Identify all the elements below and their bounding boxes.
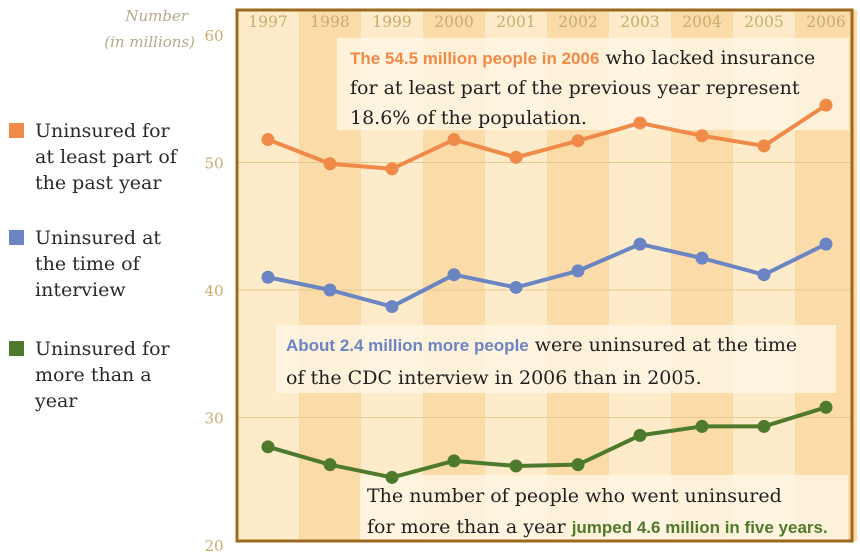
data-point (633, 237, 647, 251)
annotation-text: 18.6% of the population. (350, 107, 587, 129)
legend-label: at least part of (35, 146, 179, 168)
data-point (819, 237, 833, 251)
data-point (261, 133, 275, 147)
y-tick-label: 30 (204, 410, 223, 428)
series-line (267, 242, 827, 309)
x-tick-label: 2001 (496, 13, 535, 31)
annotation-highlight: About 2.4 million more people (286, 336, 529, 355)
annotation-box (360, 475, 848, 541)
data-point (757, 419, 771, 433)
legend-swatch (9, 341, 24, 356)
x-tick-label: 2006 (806, 13, 845, 31)
data-point (385, 162, 399, 176)
legend-swatch (9, 230, 24, 245)
data-point (757, 268, 771, 282)
annotations: The 54.5 million people in 2006 who lack… (276, 38, 849, 541)
data-point (261, 270, 275, 284)
annotation-text: The number of people who went uninsured (367, 485, 782, 507)
x-tick-label: 1998 (310, 13, 349, 31)
data-point (509, 459, 523, 473)
y-axis-label-line-1: Number (124, 7, 188, 25)
x-tick-label: 2002 (558, 13, 597, 31)
annotation-line: The 54.5 million people in 2006 who lack… (350, 47, 815, 69)
legend-label: the time of (35, 253, 142, 275)
annotation-highlight: jumped 4.6 million in five years. (571, 518, 828, 537)
annotation-box (276, 325, 836, 393)
annotation-line: 18.6% of the population. (350, 107, 587, 129)
annotation-text: for at least part of the previous year r… (350, 77, 800, 99)
annotation-text: for more than a year (367, 516, 572, 538)
x-axis-ticks: 1997 1998 1999 2000 2001 2002 2003 2004 2005 2006 (248, 13, 845, 31)
legend-label: interview (35, 279, 126, 301)
series-1 (261, 98, 833, 176)
annotation-1: The 54.5 million people in 2006 who lack… (337, 38, 849, 130)
x-tick-label: 2003 (620, 13, 659, 31)
data-point (323, 283, 337, 297)
x-tick-label: 1997 (248, 13, 287, 31)
data-point (695, 419, 709, 433)
annotation-line: The number of people who went uninsured (367, 485, 782, 507)
series-3 (261, 400, 833, 484)
data-point (633, 116, 647, 130)
legend-label: more than a (35, 364, 152, 386)
legend-label: the past year (35, 172, 162, 194)
data-point (571, 134, 585, 148)
annotation-text: of the CDC interview in 2006 than in 200… (286, 367, 702, 389)
x-tick-label: 2000 (434, 13, 473, 31)
data-point (633, 428, 647, 442)
data-point (819, 400, 833, 414)
y-tick-label: 60 (204, 27, 223, 45)
annotation-box (337, 38, 849, 130)
annotation-line: About 2.4 million more people were unins… (286, 334, 797, 356)
y-tick-label: 50 (204, 155, 223, 173)
gridlines (237, 162, 852, 418)
annotation-line: for at least part of the previous year r… (350, 77, 800, 99)
series-lines (261, 98, 833, 484)
data-point (385, 470, 399, 484)
plot-frame (235, 8, 854, 543)
data-point (323, 458, 337, 472)
legend-swatch (9, 123, 24, 138)
data-point (509, 150, 523, 164)
series-line (267, 103, 828, 171)
y-axis-ticks: 20 30 40 50 60 (204, 27, 223, 555)
data-point (385, 300, 399, 314)
annotation-text: who lacked insurance (599, 47, 815, 69)
annotation-3: The number of people who went uninsured f… (360, 475, 848, 541)
series-line (267, 405, 827, 480)
legend-label: year (34, 390, 78, 412)
data-point (447, 133, 461, 147)
annotation-highlight: The 54.5 million people in 2006 (350, 49, 599, 68)
data-point (695, 129, 709, 143)
legend: Uninsured for at least part of the past ye… (9, 120, 179, 412)
data-point (447, 454, 461, 468)
x-tick-label: 1999 (372, 13, 411, 31)
data-point (571, 264, 585, 278)
annotation-line: of the CDC interview in 2006 than in 200… (286, 367, 702, 389)
legend-item-2: Uninsured at the time of interview (9, 227, 161, 301)
data-point (757, 139, 771, 153)
legend-item-3: Uninsured for more than a year (9, 338, 171, 412)
data-point (447, 268, 461, 282)
data-point (819, 98, 833, 112)
x-tick-label: 2004 (682, 13, 722, 31)
legend-label: Uninsured at (35, 227, 161, 249)
y-axis-label-line-2: (in millions) (104, 33, 195, 51)
data-point (509, 280, 523, 294)
data-point (261, 440, 275, 454)
data-point (323, 157, 337, 171)
y-tick-label: 20 (204, 537, 223, 555)
annotation-2: About 2.4 million more people were unins… (276, 325, 836, 393)
y-tick-label: 40 (204, 282, 223, 300)
data-point (695, 251, 709, 265)
series-2 (261, 237, 833, 314)
data-point (571, 458, 585, 472)
annotation-line: for more than a year jumped 4.6 million … (367, 516, 828, 538)
x-tick-label: 2005 (744, 13, 783, 31)
legend-label: Uninsured for (35, 338, 171, 360)
annotation-text: were uninsured at the time (529, 334, 797, 356)
legend-item-1: Uninsured for at least part of the past ye… (9, 120, 179, 194)
legend-label: Uninsured for (35, 120, 171, 142)
